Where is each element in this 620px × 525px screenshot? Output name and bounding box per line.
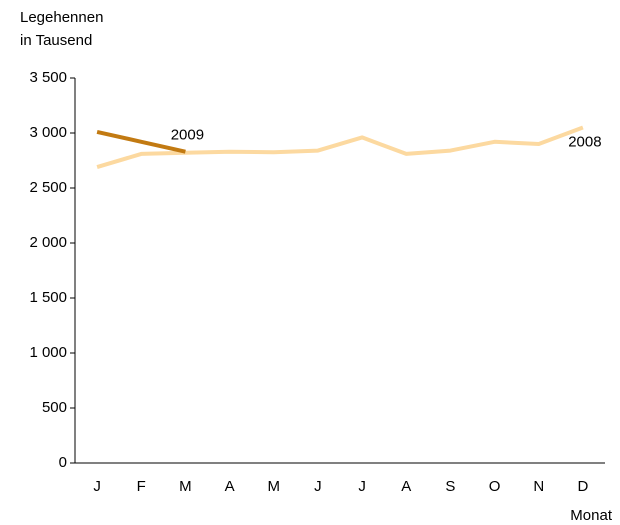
- x-tick-label: M: [268, 478, 281, 495]
- x-tick-label: M: [179, 478, 192, 495]
- y-tick-label: 3 500: [29, 69, 67, 86]
- y-axis-title: Legehennen: [20, 9, 103, 26]
- y-tick-label: 1 500: [29, 289, 67, 306]
- x-tick-label: J: [314, 478, 322, 495]
- y-axis-title: in Tausend: [20, 32, 92, 49]
- series-label: 2009: [171, 127, 204, 144]
- line-2008: [96, 125, 584, 170]
- y-tick-label: 2 500: [29, 179, 67, 196]
- series-label: 2008: [568, 133, 601, 150]
- x-tick-label: J: [93, 478, 101, 495]
- y-tick-label: 2 000: [29, 234, 67, 251]
- x-tick-label: A: [225, 478, 235, 495]
- x-tick-label: O: [489, 478, 501, 495]
- y-tick-label: 0: [59, 454, 67, 471]
- x-axis-title: Monat: [570, 507, 613, 524]
- y-tick-label: 3 000: [29, 124, 67, 141]
- x-tick-label: S: [445, 478, 455, 495]
- x-tick-label: D: [577, 478, 588, 495]
- x-tick-label: F: [137, 478, 146, 495]
- line-2009: [96, 129, 186, 154]
- x-tick-label: A: [401, 478, 411, 495]
- y-tick-label: 500: [42, 399, 67, 416]
- x-tick-label: J: [358, 478, 366, 495]
- y-tick-label: 1 000: [29, 344, 67, 361]
- x-tick-label: N: [533, 478, 544, 495]
